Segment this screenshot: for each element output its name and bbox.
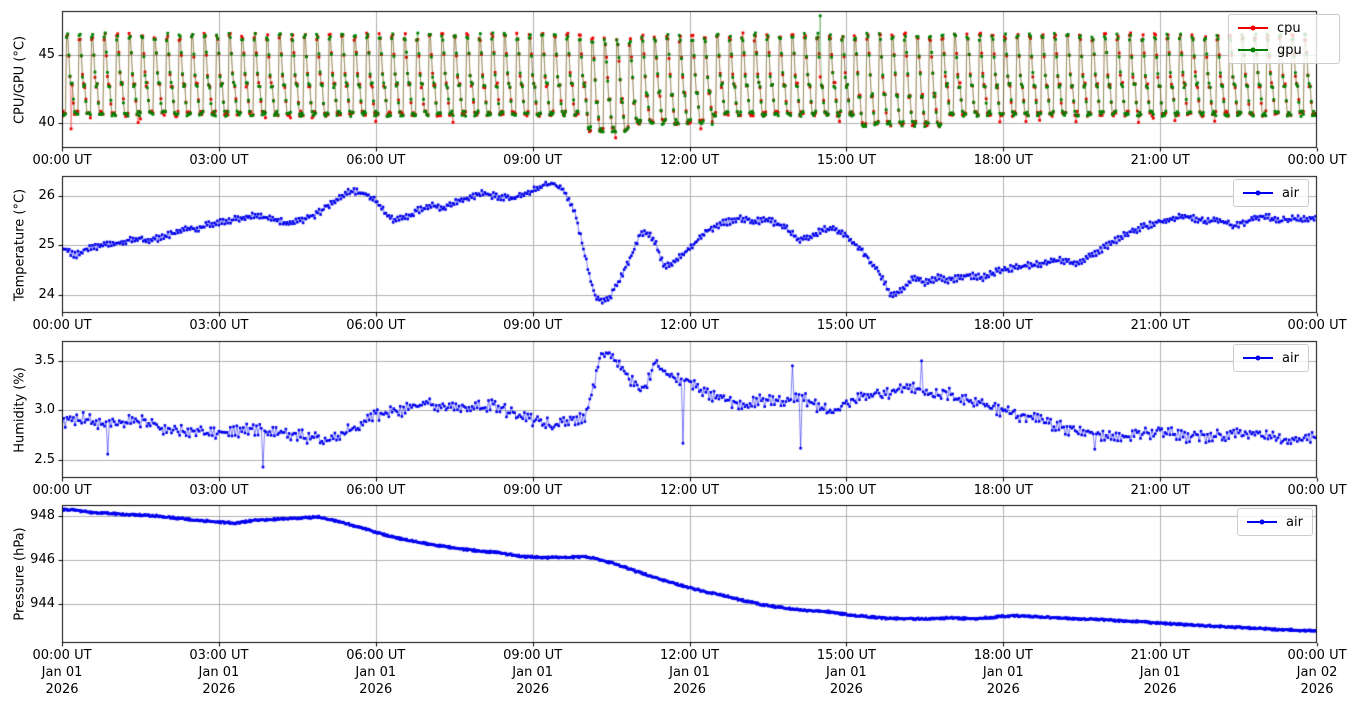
xtick-date-8: Jan 02 xyxy=(1296,665,1338,680)
xtick-date-3: Jan 01 xyxy=(512,665,553,680)
humidity-ylabel: Humidity (%) xyxy=(12,366,28,453)
cpu-gpu-xtick-label-1: 03:00 UT xyxy=(189,153,249,168)
pressure-xtick-label-2: 06:00 UT xyxy=(346,648,406,663)
xtick-date-2: Jan 01 xyxy=(355,665,397,680)
legend-dot-icon xyxy=(1255,355,1261,361)
xtick-year-2: 2026 xyxy=(359,682,393,697)
pressure-xtick-label-3: 09:00 UT xyxy=(503,648,563,663)
pressure-ylabel: Pressure (hPa) xyxy=(12,527,28,621)
legend-item-air: air xyxy=(1247,512,1303,532)
temperature-ytick-label-1: 25 xyxy=(38,237,55,253)
legend-dot-icon xyxy=(1259,519,1265,525)
humidity-xtick-label-0: 00:00 UT xyxy=(32,483,92,498)
legend-item-air: air xyxy=(1243,183,1299,203)
cpu-gpu-xtick-label-4: 12:00 UT xyxy=(659,153,720,168)
legend-line-marker-icon xyxy=(1238,25,1268,31)
pressure-xtick-label-4: 12:00 UT xyxy=(659,648,720,663)
humidity-xtick-label-5: 15:00 UT xyxy=(816,483,876,498)
temperature-ytick-label-2: 26 xyxy=(38,187,55,203)
xtick-date-0: Jan 01 xyxy=(41,665,83,680)
cpu-gpu-xtick-label-7: 21:00 UT xyxy=(1130,153,1190,168)
legend-item-cpu: cpu xyxy=(1238,18,1330,38)
legend-line-marker-icon xyxy=(1247,519,1277,525)
temperature-xtick-label-0: 00:00 UT xyxy=(32,318,92,333)
xtick-date-7: Jan 01 xyxy=(1139,665,1181,680)
legend-label: air xyxy=(1282,185,1299,201)
temperature-xtick-label-7: 21:00 UT xyxy=(1130,318,1190,333)
humidity-xtick-label-1: 03:00 UT xyxy=(189,483,249,498)
pressure-xtick-label-5: 15:00 UT xyxy=(816,648,876,663)
xtick-year-3: 2026 xyxy=(516,682,550,697)
legend-label: gpu xyxy=(1277,42,1302,58)
legend-label: air xyxy=(1282,350,1299,366)
temperature-xtick-label-5: 15:00 UT xyxy=(816,318,876,333)
legend-line-marker-icon xyxy=(1243,355,1273,361)
humidity-xtick-label-3: 09:00 UT xyxy=(503,483,563,498)
pressure-ytick-label-2: 948 xyxy=(30,507,55,523)
legend-item-gpu: gpu xyxy=(1238,40,1330,60)
humidity-xtick-label-6: 18:00 UT xyxy=(973,483,1033,498)
cpu-gpu-xtick-label-5: 15:00 UT xyxy=(816,153,876,168)
xtick-year-1: 2026 xyxy=(202,682,236,697)
pressure-ytick-label-1: 946 xyxy=(30,551,55,567)
humidity-legend: air xyxy=(1233,344,1309,372)
xtick-date-4: Jan 01 xyxy=(669,665,710,680)
legend-dot-icon xyxy=(1250,47,1256,53)
legend-line-marker-icon xyxy=(1238,47,1268,53)
pressure-xtick-label-8: 00:00 UT xyxy=(1287,648,1347,663)
xtick-date-1: Jan 01 xyxy=(198,665,240,680)
pressure-xtick-label-6: 18:00 UT xyxy=(973,648,1033,663)
pressure-xtick-label-1: 03:00 UT xyxy=(189,648,249,663)
temperature-legend: air xyxy=(1233,179,1309,207)
legend-dot-icon xyxy=(1255,190,1261,196)
legend-line-marker-icon xyxy=(1243,190,1273,196)
xtick-year-4: 2026 xyxy=(672,682,707,697)
xtick-date-6: Jan 01 xyxy=(982,665,1024,680)
humidity-xtick-label-8: 00:00 UT xyxy=(1287,483,1347,498)
temperature-ytick-label-0: 24 xyxy=(38,287,55,303)
temperature-xtick-label-3: 09:00 UT xyxy=(503,318,563,333)
xtick-date-5: Jan 01 xyxy=(826,665,867,680)
temperature-xtick-label-8: 00:00 UT xyxy=(1287,318,1347,333)
cpu-gpu-xtick-label-3: 09:00 UT xyxy=(503,153,563,168)
temperature-ylabel: Temperature (°C) xyxy=(12,188,28,301)
pressure-xtick-label-7: 21:00 UT xyxy=(1130,648,1190,663)
temperature-xtick-label-6: 18:00 UT xyxy=(973,318,1033,333)
humidity-xtick-label-2: 06:00 UT xyxy=(346,483,406,498)
humidity-ytick-label-2: 3.5 xyxy=(34,352,55,368)
pressure-legend: air xyxy=(1237,508,1313,536)
legend-dot-icon xyxy=(1250,25,1256,31)
cpu-gpu-xtick-label-2: 06:00 UT xyxy=(346,153,406,168)
cpu-gpu-ytick-label-0: 40 xyxy=(38,115,55,131)
cpu-gpu-xtick-label-6: 18:00 UT xyxy=(973,153,1033,168)
humidity-ytick-label-1: 3.0 xyxy=(34,402,55,418)
legend-label: cpu xyxy=(1277,20,1301,36)
temperature-xtick-label-4: 12:00 UT xyxy=(659,318,720,333)
cpu-gpu-legend: cpu gpu xyxy=(1228,14,1340,64)
xtick-year-0: 2026 xyxy=(45,682,79,697)
cpu-gpu-ylabel: CPU/GPU (°C) xyxy=(12,35,28,124)
pressure-ytick-label-0: 944 xyxy=(30,595,55,611)
pressure-xtick-label-0: 00:00 UT xyxy=(32,648,92,663)
humidity-ytick-label-0: 2.5 xyxy=(34,452,55,468)
xtick-year-8: 2026 xyxy=(1300,682,1334,697)
temperature-xtick-label-2: 06:00 UT xyxy=(346,318,406,333)
humidity-xtick-label-7: 21:00 UT xyxy=(1130,483,1190,498)
cpu-gpu-ytick-label-1: 45 xyxy=(38,46,55,62)
xtick-year-7: 2026 xyxy=(1143,682,1177,697)
legend-label: air xyxy=(1286,514,1303,530)
xtick-year-5: 2026 xyxy=(829,682,863,697)
cpu-gpu-xtick-label-0: 00:00 UT xyxy=(32,153,92,168)
humidity-xtick-label-4: 12:00 UT xyxy=(659,483,720,498)
temperature-xtick-label-1: 03:00 UT xyxy=(189,318,249,333)
xtick-year-6: 2026 xyxy=(986,682,1020,697)
cpu-gpu-xtick-label-8: 00:00 UT xyxy=(1287,153,1347,168)
legend-item-air: air xyxy=(1243,348,1299,368)
